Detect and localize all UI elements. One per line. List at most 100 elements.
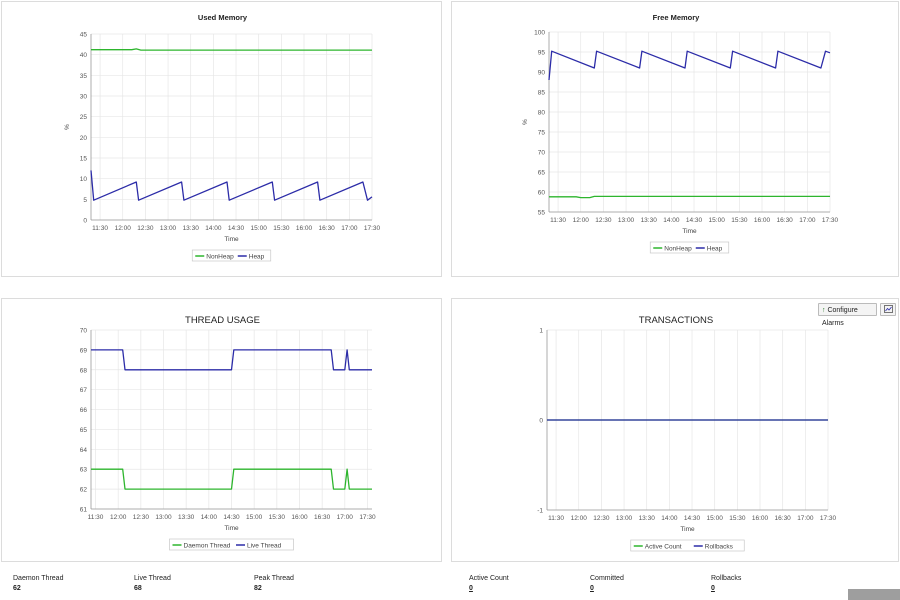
series-line-nonheap [91,48,372,51]
chart-title: TRANSACTIONS [639,315,713,326]
y-tick-label: 100 [534,30,545,37]
x-tick-label: 17:00 [341,225,358,232]
x-tick-label: 14:00 [661,515,678,522]
alarm-icon: ↑ [822,307,826,314]
y-tick-label: 65 [80,427,88,434]
chart-export-icon [884,305,893,313]
free-memory-chart: Free Memory 55 60 65 70 75 80 85 90 95 100 11:30 12:… [522,13,839,254]
x-tick-label: 16:30 [777,217,794,224]
y-axis-label: % [522,119,529,125]
x-tick-label: 13:30 [178,514,195,521]
x-tick-label: 16:00 [754,217,771,224]
x-tick-label: 17:00 [797,515,814,522]
y-tick-label: 55 [538,210,546,217]
legend-box [649,241,730,254]
stat-label: Committed [590,575,624,582]
legend-label: Heap [707,246,723,253]
x-tick-label: 12:00 [573,217,590,224]
x-tick-label: 15:00 [707,515,724,522]
x-tick-label: 14:30 [223,514,240,521]
x-tick-label: 16:30 [314,514,331,521]
y-tick-label: 90 [538,70,546,77]
chart-legend: NonHeap Heap [191,249,272,262]
legend-label: Daemon Thread [184,543,231,550]
x-tick-label: 12:00 [110,514,127,521]
y-tick-label: 35 [80,73,88,80]
series-line-heap [90,170,373,201]
stat-rollbacks: Rollbacks 0 [711,575,741,592]
y-tick-label: 80 [538,110,546,117]
chart-title: THREAD USAGE [185,315,260,326]
legend-label: Live Thread [247,543,282,550]
stat-live-thread: Live Thread 68 [134,575,171,592]
stat-label: Peak Thread [254,575,294,582]
chart-export-button[interactable] [880,303,896,316]
legend-box [630,539,745,552]
series-line-live-thread [91,349,372,371]
y-tick-label: -1 [537,508,543,515]
x-tick-label: 12:30 [593,515,610,522]
series-line-daemon-thread [91,468,372,490]
y-tick-label: 45 [80,32,88,39]
stat-value-link[interactable]: 0 [469,585,473,592]
legend-box [169,538,294,551]
stat-label: Daemon Thread [13,575,64,582]
horizontal-scrollbar[interactable] [848,589,900,600]
x-tick-label: 16:30 [319,225,336,232]
legend-label: Heap [249,254,265,261]
stat-committed: Committed 0 [590,575,624,592]
x-tick-label: 13:30 [639,515,656,522]
thread-usage-panel: THREAD USAGE 61 62 63 64 65 66 67 68 69 70 11:30 12:… [1,298,442,562]
transactions-chart: TRANSACTIONS -1 0 1 11:30 12:00 12:30 13:00 13:3… [537,315,837,552]
x-tick-label: 11:30 [550,217,566,224]
x-axis-label: Time [680,526,695,533]
x-tick-label: 12:30 [595,217,612,224]
x-tick-label: 15:30 [729,515,746,522]
x-tick-label: 14:30 [228,225,245,232]
y-tick-label: 70 [80,328,88,335]
y-tick-label: 64 [80,447,88,454]
x-tick-label: 17:30 [364,225,381,232]
stat-label: Live Thread [134,575,171,582]
stat-value-link[interactable]: 0 [711,585,715,592]
chart-legend: NonHeap Heap [649,241,730,254]
y-tick-label: 60 [538,190,546,197]
x-tick-label: 15:00 [246,514,263,521]
y-tick-label: 70 [538,150,546,157]
y-tick-label: 5 [83,197,87,204]
configure-alarms-button[interactable]: ↑ Configure Alarms [818,303,877,327]
stat-label: Rollbacks [711,575,742,582]
y-tick-label: 75 [538,130,546,137]
free-memory-panel: Free Memory 55 60 65 70 75 80 85 90 95 100 11:30 12:… [451,1,899,277]
x-tick-label: 17:30 [822,217,839,224]
x-tick-label: 17:30 [359,514,376,521]
chart-legend: Daemon Thread Live Thread [169,538,294,551]
stat-label: Active Count [469,575,509,582]
x-tick-label: 14:00 [205,225,222,232]
y-tick-label: 62 [80,487,88,494]
y-tick-label: 40 [80,52,88,59]
x-tick-label: 14:30 [686,217,703,224]
y-tick-label: 66 [80,407,88,414]
y-tick-label: 30 [80,94,88,101]
series-line-heap [548,50,831,81]
y-tick-label: 1 [539,328,543,335]
x-tick-label: 13:00 [616,515,633,522]
legend-label: NonHeap [206,254,234,261]
x-tick-label: 16:00 [296,225,313,232]
y-tick-label: 63 [80,467,88,474]
legend-box [191,249,272,262]
x-tick-label: 15:30 [269,514,286,521]
y-tick-label: 10 [80,176,88,183]
series-line-nonheap [549,195,830,199]
y-tick-label: 69 [80,347,88,354]
y-tick-label: 0 [539,418,543,425]
used-memory-chart: Used Memory 0 5 10 15 20 25 30 35 40 45 11:30 12:00 1… [64,13,381,262]
x-tick-label: 12:30 [137,225,154,232]
x-tick-label: 13:00 [160,225,177,232]
stat-active-count: Active Count 0 [469,575,509,592]
legend-label: Rollbacks [705,544,734,551]
x-tick-label: 11:30 [548,515,564,522]
stat-value-link[interactable]: 0 [590,585,594,592]
used-memory-panel: Used Memory 0 5 10 15 20 25 30 35 40 45 11:30 12:00 1… [1,1,442,277]
